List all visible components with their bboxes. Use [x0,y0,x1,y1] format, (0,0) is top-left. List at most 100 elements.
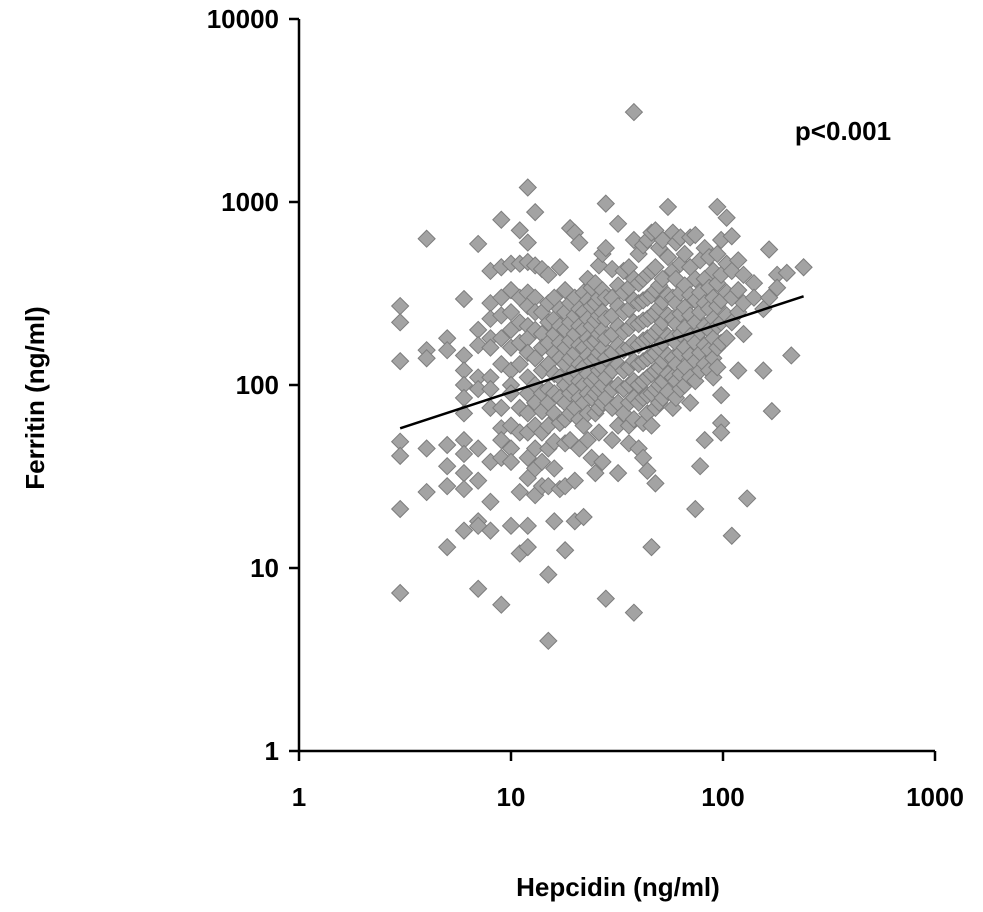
data-point [518,233,537,252]
y-tick-label: 1000 [221,187,279,217]
data-point [722,526,741,545]
data-point [468,234,488,254]
data-point [390,499,410,519]
data-point [642,416,661,435]
data-point [565,471,585,490]
data-point [532,452,552,472]
data-point [555,541,575,560]
data-point [624,603,644,622]
data-point [602,259,622,279]
y-tick-label: 1 [265,736,279,766]
data-point [570,233,589,252]
x-tick-label: 1 [292,782,306,812]
data-point [437,476,457,496]
data-point [686,225,705,245]
data-point [417,482,436,502]
data-point [646,258,665,277]
data-point [708,244,727,264]
data-point [675,244,694,264]
data-point [545,459,564,478]
data-point [481,338,500,357]
data-point [437,537,457,557]
data-point [680,393,700,412]
data-point [525,439,545,458]
data-point [390,446,410,466]
data-point [759,288,779,307]
data-point [454,479,474,499]
data-point [762,401,782,421]
data-point [539,631,558,651]
data-point [492,430,511,450]
x-tick-label: 100 [701,782,744,812]
data-point [722,227,741,246]
data-point [593,452,612,472]
data-point [510,482,529,502]
p-value-annotation: p<0.001 [795,116,891,146]
data-point [510,221,529,240]
data-point [454,388,474,408]
data-point [744,288,764,307]
data-point [602,430,622,450]
data-point [518,537,537,557]
x-tick-label: 10 [497,782,526,812]
data-point [729,280,748,300]
data-point [608,463,628,483]
data-point [658,197,678,217]
data-point [717,329,736,348]
data-point [417,229,436,248]
data-point [501,452,521,472]
data-point [608,214,628,234]
data-points [390,102,813,651]
tick-labels: 1 10 100 1000 10000 1 10 100 1000 [207,4,964,812]
data-point [777,263,797,283]
data-point [518,516,537,536]
data-point [492,595,511,614]
data-point [586,463,605,483]
data-point [695,430,714,450]
y-axis-title: Ferritin (ng/ml) [20,306,50,489]
data-point [437,435,457,455]
data-point [737,489,757,508]
data-point [539,565,558,584]
data-point [638,461,657,480]
data-point [759,240,779,259]
data-point [596,589,616,608]
data-point [390,313,410,332]
data-point [729,361,748,380]
data-point [545,512,564,531]
data-point [717,208,736,227]
y-tick-label: 10 [250,553,279,583]
data-point [690,456,710,476]
data-point [589,423,609,442]
data-point [468,335,488,355]
x-axis-title: Hepcidin (ng/ml) [516,872,720,902]
data-point [596,238,616,258]
data-point [492,329,511,348]
data-point [729,251,748,270]
data-point [574,507,593,527]
data-point [454,444,474,464]
data-point [539,265,558,285]
data-point [711,385,731,405]
data-point [578,430,597,450]
data-point [501,516,521,536]
data-point [754,361,773,380]
y-tick-label: 100 [236,370,279,400]
axes [289,17,937,761]
data-point [794,258,813,277]
data-point [390,296,410,316]
data-point [390,583,410,603]
data-point [686,499,705,519]
data-point [708,197,727,217]
data-point [510,354,529,374]
data-point [653,269,672,289]
data-point [468,579,488,598]
data-point [734,324,753,344]
data-point [708,358,727,377]
data-point [417,349,436,368]
data-point [550,258,570,277]
data-point [518,178,537,197]
data-point [437,340,457,360]
data-point [481,379,500,399]
